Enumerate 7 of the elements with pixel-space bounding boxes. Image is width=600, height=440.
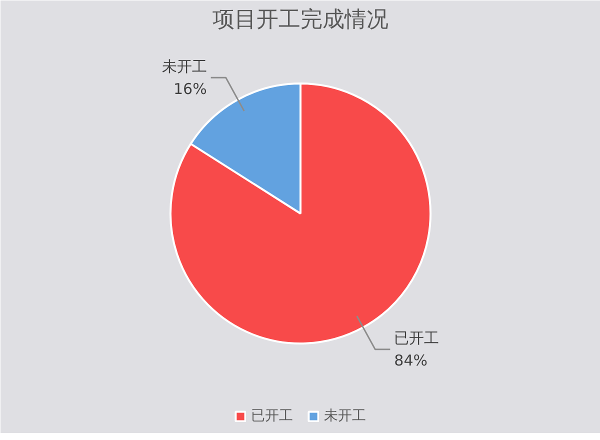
data-label: 84% [394, 352, 428, 370]
data-label: 16% [173, 80, 207, 98]
legend-label: 未开工 [324, 407, 366, 425]
chart-title: 项目开工完成情况 [212, 8, 388, 32]
legend-label: 已开工 [251, 407, 293, 425]
slice-label: 已开工 [394, 329, 440, 348]
slice-label: 未开工 [162, 57, 207, 76]
